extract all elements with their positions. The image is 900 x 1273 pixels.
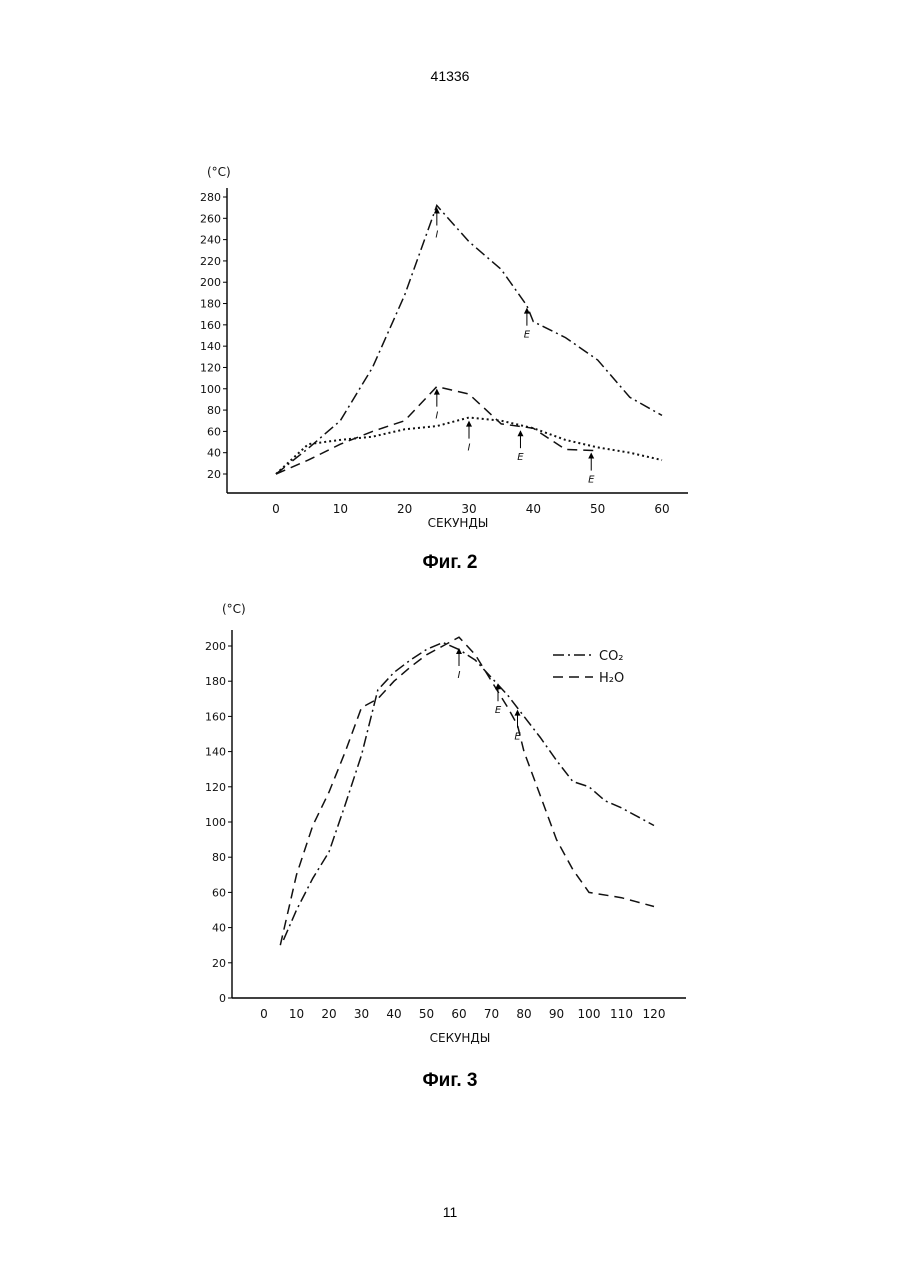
y-tick-label: 20 [212,957,226,970]
y-tick-label: 80 [212,851,226,864]
annotation-arrowhead [515,710,521,716]
annotation-label: I [468,443,471,454]
x-tick-label: 10 [333,502,348,516]
y-tick-label: 0 [219,992,226,1005]
y-tick-label: 120 [200,361,221,374]
annotation-label: E [588,475,595,486]
chart-3-group: 0 20 40 60 80 100 120 140 160 180 200 0 10 20 30 40 50 60… [205,602,686,1045]
y-axis-label: (°C) [222,602,246,616]
x-tick-label: 110 [610,1007,633,1021]
y-tick-label: 160 [205,710,226,723]
series-line-1 [284,643,655,940]
page-number-bottom: 11 [0,1204,900,1220]
chart-2-group: 20 40 60 80 100 120 140 160 180 200 220 240 260 280 0 1… [200,165,688,530]
annotation-label: E [495,705,502,716]
legend-label: H₂O [599,671,624,686]
annotation-label: I [435,411,438,422]
x-tick-label: 70 [484,1007,499,1021]
x-tick-label: 50 [590,502,605,516]
y-tick-label: 180 [205,675,226,688]
y-tick-label: 100 [200,383,221,396]
y-tick-label: 240 [200,234,221,247]
annotation-label: I [435,230,438,241]
annotation-arrowhead [588,453,594,459]
y-tick-label: 40 [212,922,226,935]
y-tick-label: 40 [207,447,221,460]
annotation-label: I [458,670,461,681]
y-tick-label: 140 [205,746,226,759]
y-tick-label: 180 [200,298,221,311]
x-tick-label: 120 [643,1007,666,1021]
annotation-arrowhead [517,430,523,436]
y-tick-label: 20 [207,468,221,481]
annotation-arrowhead [524,308,530,314]
x-tick-label: 100 [578,1007,601,1021]
x-tick-label: 0 [260,1007,268,1021]
x-tick-label: 60 [654,502,669,516]
y-tick-label: 140 [200,340,221,353]
y-axis-label: (°C) [207,165,231,179]
x-tick-label: 10 [289,1007,304,1021]
x-tick-label: 30 [354,1007,369,1021]
y-tick-label: 280 [200,191,221,204]
legend-label: CO₂ [599,649,624,664]
y-tick-label: 260 [200,212,221,225]
x-tick-label: 30 [461,502,476,516]
x-axis-label: СЕКУНДЫ [430,1031,491,1045]
x-tick-label: 60 [451,1007,466,1021]
y-tick-label: 60 [212,886,226,899]
y-tick-label: 120 [205,781,226,794]
figure-caption-2: Фиг. 2 [0,552,900,574]
y-tick-label: 80 [207,404,221,417]
x-tick-label: 40 [526,502,541,516]
y-tick-label: 100 [205,816,226,829]
figure-caption-3: Фиг. 3 [0,1070,900,1092]
y-tick-label: 200 [200,276,221,289]
annotation-label: E [517,452,524,463]
annotation-label: E [524,330,531,341]
annotation-label: E [514,732,521,743]
x-tick-label: 40 [386,1007,401,1021]
x-tick-label: 90 [549,1007,564,1021]
x-tick-label: 0 [272,502,280,516]
y-tick-label: 200 [205,640,226,653]
x-tick-label: 50 [419,1007,434,1021]
y-tick-label: 160 [200,319,221,332]
y-tick-label: 60 [207,425,221,438]
x-axis-label: СЕКУНДЫ [428,516,489,530]
annotation-arrowhead [466,421,472,427]
series-line-2 [280,637,654,945]
y-tick-label: 220 [200,255,221,268]
x-tick-label: 20 [321,1007,336,1021]
x-tick-label: 20 [397,502,412,516]
x-tick-label: 80 [516,1007,531,1021]
